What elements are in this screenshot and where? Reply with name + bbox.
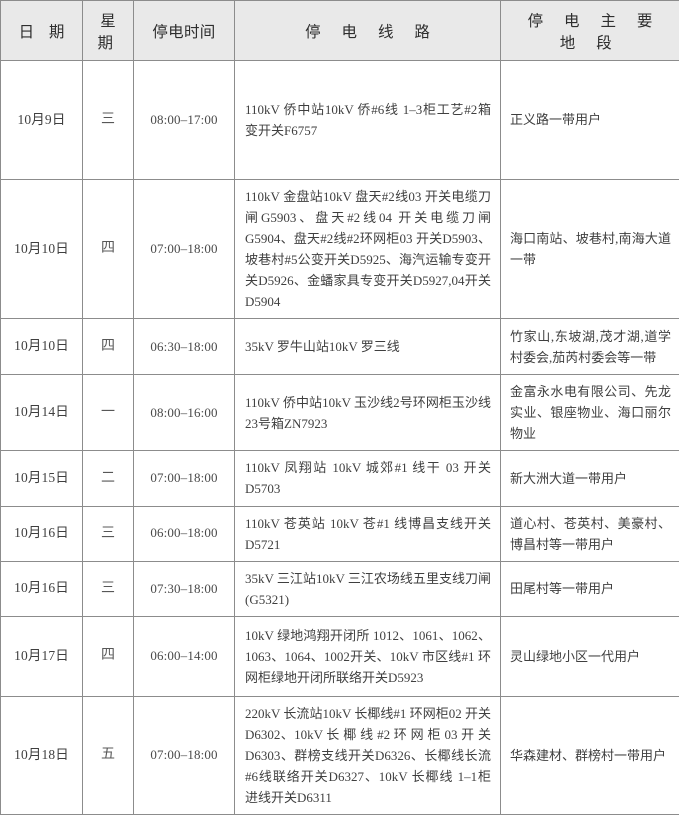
- table-header: 日 期 星 期 停电时间 停 电 线 路 停 电 主 要 地 段: [1, 1, 679, 61]
- cell-time: 07:00–18:00: [134, 451, 235, 506]
- table-row: 10月10日 四 06:30–18:00 35kV 罗牛山站10kV 罗三线 竹…: [1, 319, 679, 375]
- cell-area: 海口南站、坡巷村,南海大道一带: [501, 180, 679, 319]
- cell-area: 新大洲大道一带用户: [501, 451, 679, 506]
- table-header-row: 日 期 星 期 停电时间 停 电 线 路 停 电 主 要 地 段: [1, 1, 679, 61]
- cell-weekday: 四: [83, 616, 134, 696]
- cell-lines: 35kV 罗牛山站10kV 罗三线: [235, 319, 501, 375]
- cell-area: 田尾村等一带用户: [501, 561, 679, 616]
- cell-area: 道心村、苍英村、美豪村、博昌村等一带用户: [501, 506, 679, 561]
- cell-time: 08:00–16:00: [134, 375, 235, 451]
- cell-time: 07:30–18:00: [134, 561, 235, 616]
- cell-date: 10月10日: [1, 319, 83, 375]
- cell-date: 10月10日: [1, 180, 83, 319]
- cell-time: 07:00–18:00: [134, 180, 235, 319]
- cell-weekday: 三: [83, 506, 134, 561]
- cell-time: 08:00–17:00: [134, 61, 235, 180]
- cell-lines: 10kV 绿地鸿翔开闭所 1012、1061、1062、1063、1064、10…: [235, 616, 501, 696]
- column-header-outage-lines: 停 电 线 路: [235, 1, 501, 61]
- table-row: 10月17日 四 06:00–14:00 10kV 绿地鸿翔开闭所 1012、1…: [1, 616, 679, 696]
- cell-weekday: 五: [83, 696, 134, 814]
- cell-time: 06:00–14:00: [134, 616, 235, 696]
- column-header-weekday: 星 期: [83, 1, 134, 61]
- table-row: 10月16日 三 06:00–18:00 110kV 苍英站 10kV 苍#1 …: [1, 506, 679, 561]
- cell-date: 10月16日: [1, 506, 83, 561]
- column-header-outage-area: 停 电 主 要 地 段: [501, 1, 679, 61]
- table-row: 10月18日 五 07:00–18:00 220kV 长流站10kV 长椰线#1…: [1, 696, 679, 814]
- cell-lines: 35kV 三江站10kV 三江农场线五里支线刀闸(G5321): [235, 561, 501, 616]
- cell-date: 10月17日: [1, 616, 83, 696]
- cell-lines: 110kV 凤翔站 10kV 城郊#1 线干 03 开关D5703: [235, 451, 501, 506]
- cell-weekday: 三: [83, 61, 134, 180]
- table-row: 10月10日 四 07:00–18:00 110kV 金盘站10kV 盘天#2线…: [1, 180, 679, 319]
- cell-area: 竹家山,东坡湖,茂才湖,道学村委会,茄芮村委会等一带: [501, 319, 679, 375]
- cell-date: 10月14日: [1, 375, 83, 451]
- cell-weekday: 二: [83, 451, 134, 506]
- cell-lines: 110kV 侨中站10kV 玉沙线2号环网柜玉沙线23号箱ZN7923: [235, 375, 501, 451]
- cell-lines: 220kV 长流站10kV 长椰线#1 环网柜02 开关D6302、10kV 长…: [235, 696, 501, 814]
- cell-weekday: 四: [83, 319, 134, 375]
- cell-date: 10月18日: [1, 696, 83, 814]
- cell-lines: 110kV 金盘站10kV 盘天#2线03 开关电缆刀闸G5903、盘天#2线0…: [235, 180, 501, 319]
- cell-time: 06:00–18:00: [134, 506, 235, 561]
- cell-date: 10月15日: [1, 451, 83, 506]
- cell-area: 灵山绿地小区一代用户: [501, 616, 679, 696]
- cell-date: 10月16日: [1, 561, 83, 616]
- table-body: 10月9日 三 08:00–17:00 110kV 侨中站10kV 侨#6线 1…: [1, 61, 679, 815]
- cell-weekday: 一: [83, 375, 134, 451]
- cell-time: 07:00–18:00: [134, 696, 235, 814]
- cell-weekday: 四: [83, 180, 134, 319]
- cell-area: 华森建材、群榜村一带用户: [501, 696, 679, 814]
- table-row: 10月15日 二 07:00–18:00 110kV 凤翔站 10kV 城郊#1…: [1, 451, 679, 506]
- table-row: 10月14日 一 08:00–16:00 110kV 侨中站10kV 玉沙线2号…: [1, 375, 679, 451]
- cell-area: 正义路一带用户: [501, 61, 679, 180]
- cell-weekday: 三: [83, 561, 134, 616]
- table-row: 10月9日 三 08:00–17:00 110kV 侨中站10kV 侨#6线 1…: [1, 61, 679, 180]
- cell-lines: 110kV 苍英站 10kV 苍#1 线博昌支线开关D5721: [235, 506, 501, 561]
- cell-area: 金富永水电有限公司、先龙实业、银座物业、海口丽尔物业: [501, 375, 679, 451]
- column-header-outage-time: 停电时间: [134, 1, 235, 61]
- cell-lines: 110kV 侨中站10kV 侨#6线 1–3柜工艺#2箱变开关F6757: [235, 61, 501, 180]
- cell-date: 10月9日: [1, 61, 83, 180]
- column-header-date: 日 期: [1, 1, 83, 61]
- cell-time: 06:30–18:00: [134, 319, 235, 375]
- table-row: 10月16日 三 07:30–18:00 35kV 三江站10kV 三江农场线五…: [1, 561, 679, 616]
